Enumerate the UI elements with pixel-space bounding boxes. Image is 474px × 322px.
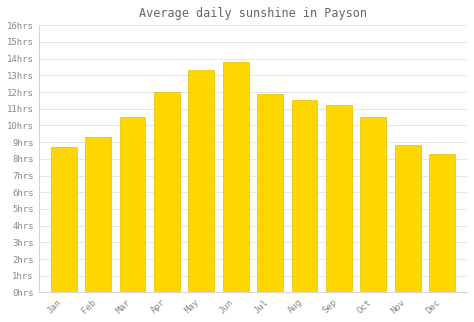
- Bar: [119, 117, 146, 292]
- Bar: [326, 105, 352, 292]
- Bar: [395, 146, 420, 292]
- Bar: [257, 94, 283, 292]
- Bar: [85, 137, 111, 292]
- Bar: [429, 154, 455, 292]
- Bar: [360, 117, 386, 292]
- Bar: [223, 62, 248, 292]
- Bar: [154, 92, 180, 292]
- Bar: [51, 147, 77, 292]
- Bar: [188, 71, 214, 292]
- Title: Average daily sunshine in Payson: Average daily sunshine in Payson: [139, 7, 367, 20]
- Bar: [292, 100, 318, 292]
